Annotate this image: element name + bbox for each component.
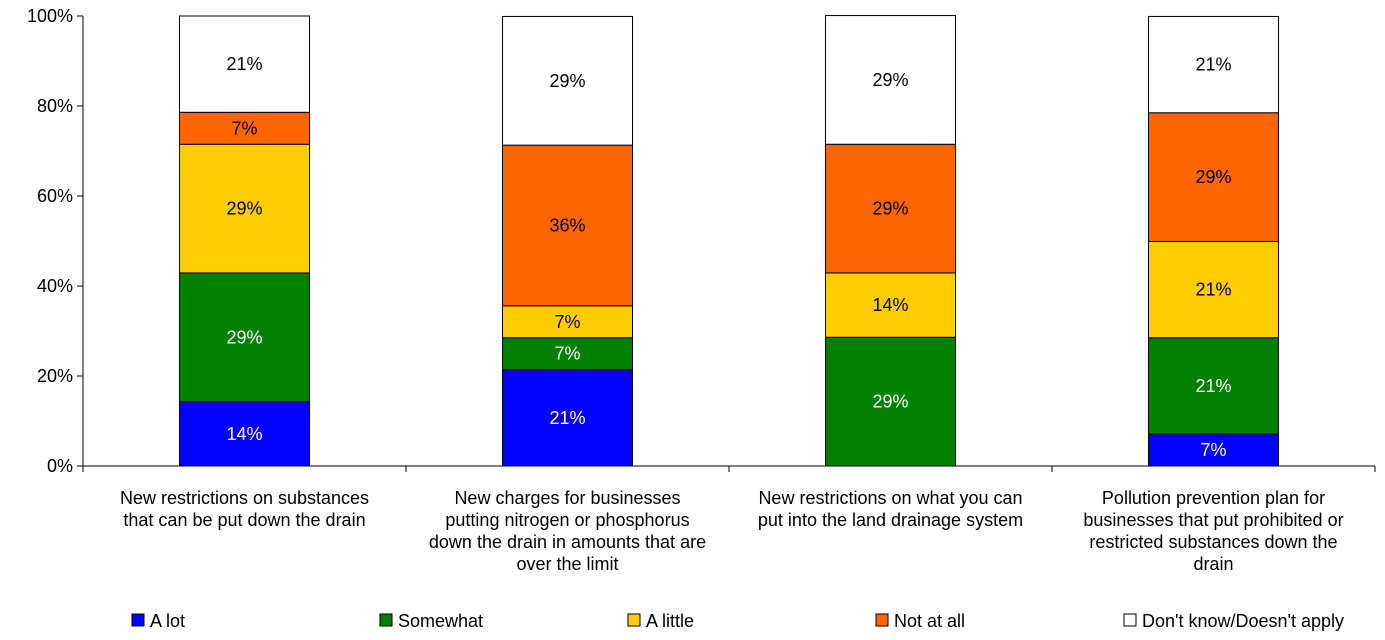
data-label: 29% bbox=[226, 199, 262, 219]
category-label: New charges for businesses putting nitrog… bbox=[429, 488, 706, 574]
data-label: 7% bbox=[554, 312, 580, 332]
category-label-line: putting nitrogen or phosphorus bbox=[445, 510, 689, 530]
category-label-line: put into the land drainage system bbox=[758, 510, 1023, 530]
y-tick-label: 80% bbox=[37, 96, 73, 116]
category-label-line: down the drain in amounts that are bbox=[429, 532, 706, 552]
category-label-line: New restrictions on what you can bbox=[758, 488, 1022, 508]
data-label: 29% bbox=[872, 392, 908, 412]
category-label-line: New charges for businesses bbox=[454, 488, 680, 508]
bar-segment bbox=[1148, 112, 1279, 242]
data-label: 29% bbox=[872, 70, 908, 90]
y-tick-label: 100% bbox=[27, 6, 73, 26]
bar-segment bbox=[179, 111, 310, 145]
category-label-line: that can be put down the drain bbox=[123, 510, 365, 530]
category-label-line: over the limit bbox=[516, 554, 618, 574]
bar-segment bbox=[179, 401, 310, 467]
data-label: 29% bbox=[872, 199, 908, 219]
legend-swatch bbox=[875, 613, 889, 627]
category-label: New restrictions on substances that can b… bbox=[120, 488, 369, 530]
legend-label: A lot bbox=[150, 611, 185, 631]
bar-segment bbox=[825, 143, 956, 274]
category-label: New restrictions on what you can put into… bbox=[758, 488, 1023, 530]
bar-segment bbox=[1148, 240, 1279, 339]
data-label: 7% bbox=[231, 118, 257, 138]
x-axis bbox=[82, 465, 1376, 472]
bar-segment bbox=[502, 144, 633, 307]
bar-segment bbox=[179, 15, 310, 113]
category-label-line: restricted substances down the bbox=[1089, 532, 1337, 552]
bar-segment bbox=[502, 15, 633, 146]
data-labels: 14% 29% 29% 7% 21% 21% 7% 7% 36% 29% 29% 14% 29% 29% 7… bbox=[226, 54, 1231, 460]
bars bbox=[179, 15, 1279, 467]
bar-segment bbox=[502, 337, 633, 371]
data-label: 21% bbox=[1195, 376, 1231, 396]
data-label: 21% bbox=[549, 408, 585, 428]
data-label: 14% bbox=[872, 295, 908, 315]
bar-segment bbox=[1148, 433, 1279, 467]
category-label-line: businesses that put prohibited or bbox=[1083, 510, 1343, 530]
legend: A lot Somewhat A little Not at all Don't kno… bbox=[131, 611, 1344, 631]
data-label: 36% bbox=[549, 215, 585, 235]
data-label: 21% bbox=[1195, 55, 1231, 75]
legend-swatch bbox=[1123, 613, 1137, 627]
data-label: 7% bbox=[1200, 440, 1226, 460]
legend-swatch bbox=[379, 613, 393, 627]
y-tick-label: 20% bbox=[37, 366, 73, 386]
bar-segment bbox=[179, 272, 310, 403]
legend-label: A little bbox=[646, 611, 694, 631]
data-label: 29% bbox=[549, 71, 585, 91]
category-label: Pollution prevention plan for businesses … bbox=[1083, 488, 1343, 574]
y-axis: 0% 20% 40% 60% 80% 100% bbox=[27, 6, 84, 476]
y-tick-label: 40% bbox=[37, 276, 73, 296]
legend-label: Not at all bbox=[894, 611, 965, 631]
legend-swatch bbox=[627, 613, 641, 627]
data-label: 21% bbox=[226, 54, 262, 74]
data-label: 29% bbox=[226, 327, 262, 347]
legend-label: Somewhat bbox=[398, 611, 483, 631]
category-label-line: New restrictions on substances bbox=[120, 488, 369, 508]
data-label: 14% bbox=[226, 424, 262, 444]
y-tick-label: 60% bbox=[37, 186, 73, 206]
category-label-line: drain bbox=[1193, 554, 1233, 574]
bar-segment bbox=[825, 272, 956, 338]
legend-label: Don't know/Doesn't apply bbox=[1142, 611, 1344, 631]
category-label-line: Pollution prevention plan for bbox=[1102, 488, 1325, 508]
y-tick-label: 0% bbox=[47, 456, 73, 476]
data-label: 21% bbox=[1195, 280, 1231, 300]
bar-segment bbox=[502, 305, 633, 339]
bar-segment bbox=[1148, 337, 1279, 435]
category-labels: New restrictions on substances that can b… bbox=[120, 488, 1344, 574]
bar-segment bbox=[179, 143, 310, 274]
bar-segment bbox=[1148, 15, 1279, 114]
bar-segment bbox=[825, 15, 956, 145]
data-label: 7% bbox=[554, 344, 580, 364]
legend-swatch bbox=[131, 613, 145, 627]
bar-segment bbox=[502, 369, 633, 467]
data-label: 29% bbox=[1195, 167, 1231, 187]
